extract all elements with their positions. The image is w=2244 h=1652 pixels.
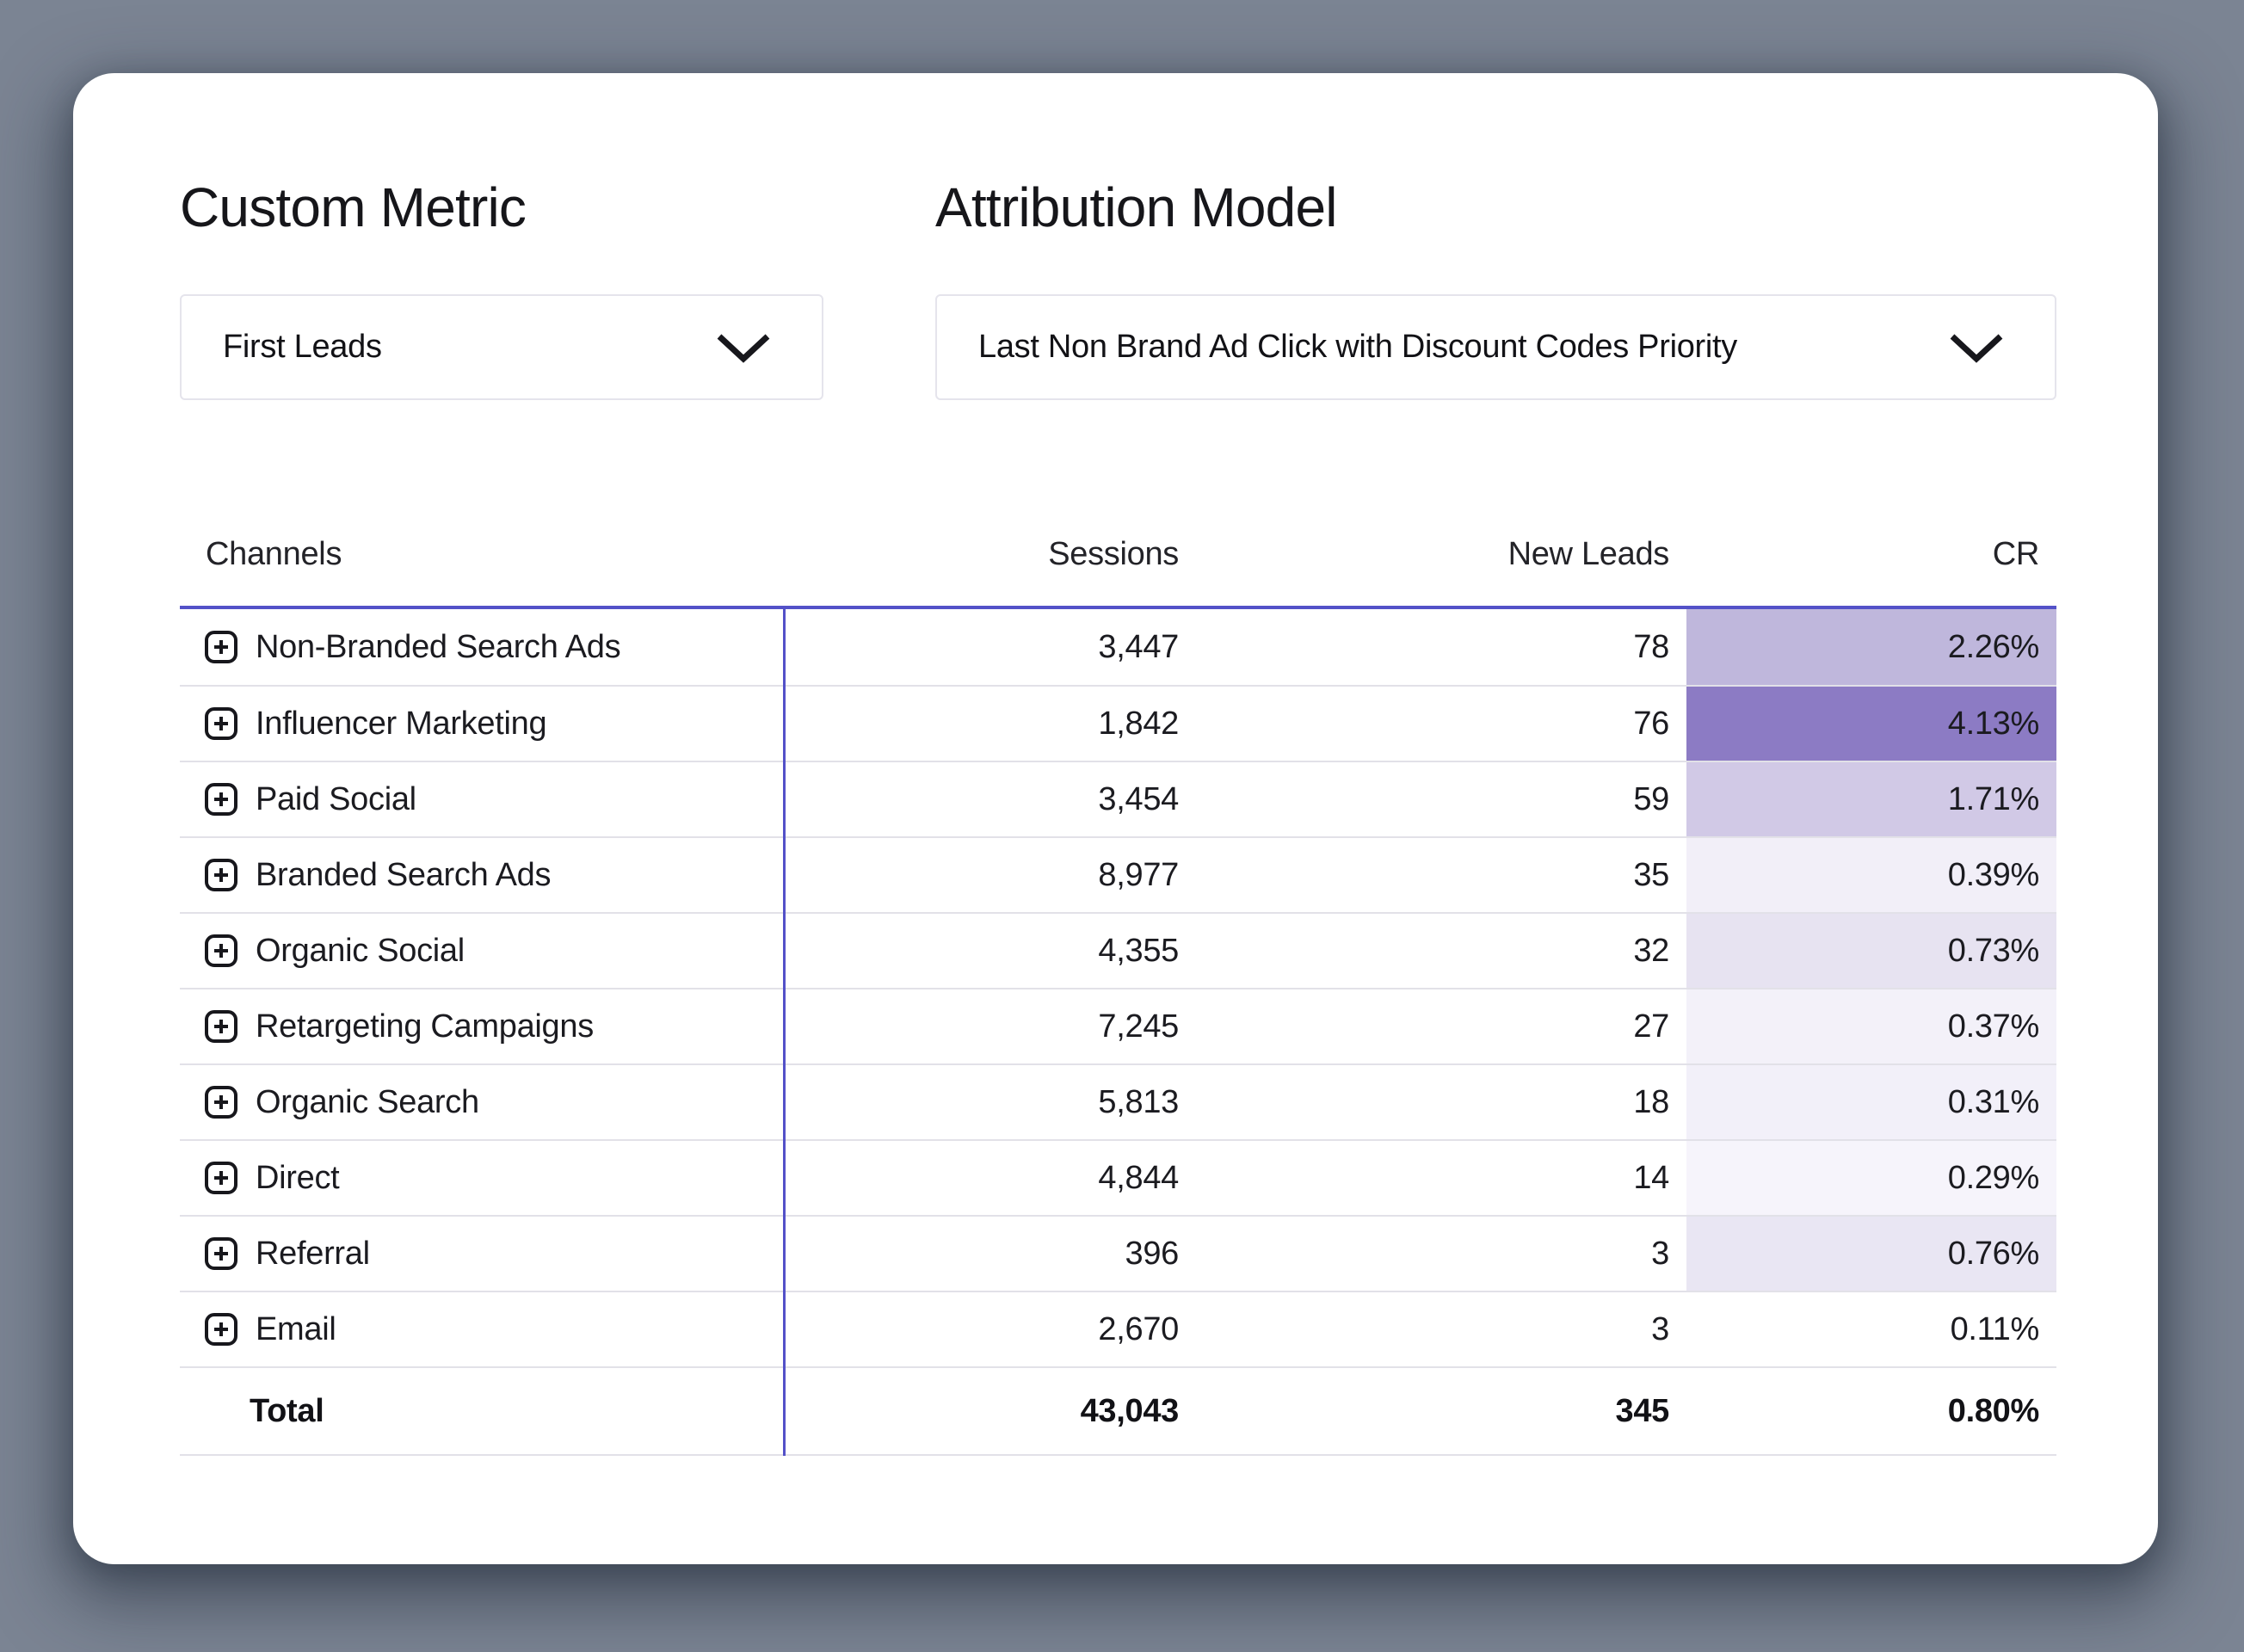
sessions-value: 3,447 [1098, 628, 1179, 665]
total-new-leads: 345 [1615, 1392, 1669, 1429]
expand-row-button[interactable] [204, 1312, 238, 1347]
attribution-model-selected-value: Last Non Brand Ad Click with Discount Co… [978, 329, 1738, 365]
new-leads-value: 76 [1633, 705, 1669, 742]
sessions-value: 2,670 [1098, 1310, 1179, 1347]
plus-square-icon [205, 859, 237, 891]
table-row: Email 2,670 3 0.11% [180, 1291, 2056, 1366]
new-leads-value: 18 [1633, 1083, 1669, 1120]
custom-metric-dropdown[interactable]: First Leads [180, 294, 823, 400]
chevron-down-icon [717, 333, 770, 363]
table-row: Organic Search 5,813 18 0.31% [180, 1063, 2056, 1139]
column-header-sessions: Sessions [1048, 536, 1179, 572]
channel-label: Branded Search Ads [256, 856, 552, 893]
custom-metric-heading: Custom Metric [180, 176, 527, 238]
attribution-model-dropdown[interactable]: Last Non Brand Ad Click with Discount Co… [935, 294, 2056, 400]
new-leads-value: 27 [1633, 1008, 1669, 1045]
channel-label: Organic Search [256, 1083, 479, 1120]
table-body: Non-Branded Search Ads 3,447 78 2.26% In… [180, 609, 2056, 1366]
expand-row-button[interactable] [204, 858, 238, 892]
plus-square-icon [205, 783, 237, 816]
cr-value: 1.71% [1686, 762, 2056, 836]
sessions-value: 5,813 [1098, 1083, 1179, 1120]
column-header-new-leads: New Leads [1507, 536, 1670, 572]
plus-square-icon [205, 1086, 237, 1119]
expand-row-button[interactable] [204, 1009, 238, 1044]
plus-square-icon [205, 1010, 237, 1043]
new-leads-value: 32 [1633, 932, 1669, 969]
attribution-model-heading: Attribution Model [935, 176, 1337, 238]
new-leads-value: 35 [1633, 856, 1669, 893]
channel-label: Non-Branded Search Ads [256, 628, 621, 665]
table-row: Direct 4,844 14 0.29% [180, 1139, 2056, 1215]
sessions-value: 7,245 [1098, 1008, 1179, 1045]
custom-metric-selected-value: First Leads [223, 329, 382, 365]
total-cr: 0.80% [1947, 1392, 2040, 1429]
expand-row-button[interactable] [204, 1161, 238, 1195]
cr-value: 0.73% [1686, 914, 2056, 988]
new-leads-value: 3 [1651, 1235, 1669, 1272]
total-label: Total [250, 1392, 324, 1429]
cr-value: 0.31% [1686, 1065, 2056, 1139]
table-row: Referral 396 3 0.76% [180, 1215, 2056, 1291]
new-leads-value: 78 [1633, 628, 1669, 665]
cr-value: 0.11% [1686, 1292, 2056, 1366]
column-header-cr: CR [1992, 536, 2040, 572]
channel-label: Direct [256, 1159, 340, 1196]
table-row: Branded Search Ads 8,977 35 0.39% [180, 836, 2056, 912]
report-card: Custom Metric Attribution Model First Le… [73, 73, 2158, 1564]
total-sessions: 43,043 [1080, 1392, 1180, 1429]
sessions-value: 3,454 [1098, 780, 1179, 817]
expand-row-button[interactable] [204, 706, 238, 741]
plus-square-icon [205, 1313, 237, 1346]
channel-label: Referral [256, 1235, 370, 1272]
table-row: Non-Branded Search Ads 3,447 78 2.26% [180, 609, 2056, 685]
cr-value: 0.29% [1686, 1141, 2056, 1215]
expand-row-button[interactable] [204, 1236, 238, 1271]
sessions-value: 4,355 [1098, 932, 1179, 969]
expand-row-button[interactable] [204, 934, 238, 968]
table-column-divider [783, 609, 786, 1456]
chevron-down-icon [1950, 333, 2003, 363]
cr-value: 4.13% [1686, 687, 2056, 761]
sessions-value: 8,977 [1098, 856, 1179, 893]
total-row: Total 43,043 345 0.80% [180, 1366, 2056, 1456]
cr-value: 0.37% [1686, 989, 2056, 1063]
channel-label: Organic Social [256, 932, 465, 969]
table-row: Influencer Marketing 1,842 76 4.13% [180, 685, 2056, 761]
plus-square-icon [205, 1237, 237, 1270]
sessions-value: 396 [1125, 1235, 1179, 1272]
column-header-channels: Channels [206, 536, 342, 572]
table-row: Organic Social 4,355 32 0.73% [180, 912, 2056, 988]
cr-value: 0.76% [1686, 1217, 2056, 1291]
table-row: Retargeting Campaigns 7,245 27 0.37% [180, 988, 2056, 1063]
channel-label: Paid Social [256, 780, 416, 817]
expand-row-button[interactable] [204, 782, 238, 817]
new-leads-value: 59 [1633, 780, 1669, 817]
plus-square-icon [205, 934, 237, 967]
expand-row-button[interactable] [204, 630, 238, 664]
expand-row-button[interactable] [204, 1085, 238, 1119]
plus-square-icon [205, 707, 237, 740]
table-header-row: Channels Sessions New Leads CR [180, 503, 2056, 609]
cr-value: 0.39% [1686, 838, 2056, 912]
plus-square-icon [205, 631, 237, 663]
sessions-value: 1,842 [1098, 705, 1179, 742]
table-row: Paid Social 3,454 59 1.71% [180, 761, 2056, 836]
channels-table: Channels Sessions New Leads CR Non-Brand… [180, 503, 2056, 1456]
channel-label: Influencer Marketing [256, 705, 547, 742]
channel-label: Retargeting Campaigns [256, 1008, 594, 1045]
new-leads-value: 3 [1651, 1310, 1669, 1347]
cr-value: 2.26% [1686, 609, 2056, 685]
sessions-value: 4,844 [1098, 1159, 1179, 1196]
channel-label: Email [256, 1310, 336, 1347]
new-leads-value: 14 [1633, 1159, 1669, 1196]
plus-square-icon [205, 1162, 237, 1194]
